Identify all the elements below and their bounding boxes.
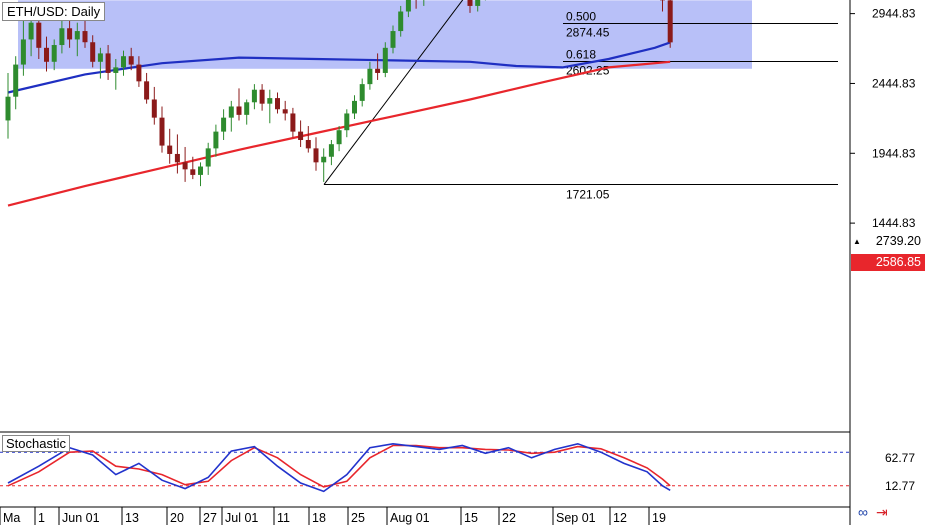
y-tick-label: 2444.83 [872,76,916,90]
candle-body [174,153,180,163]
candle-body [328,144,334,157]
ma-fast-line [7,41,671,94]
stoch-d-line [7,444,671,488]
candle-body [390,31,396,48]
x-tick-label: 19 [652,511,666,525]
ma-price-badge: 2586.85 [851,254,925,271]
candle-body [5,96,11,121]
x-tick-label: Ma [3,511,20,525]
candle-body [405,0,411,12]
candle-body [398,11,404,32]
candle-body [105,53,111,73]
fib-trend-line [323,0,464,185]
candle-body [28,22,34,40]
x-tick-label: 18 [312,511,326,525]
y-tick-label: 1944.83 [872,146,916,160]
candle-body [344,113,350,131]
candle-body [467,0,473,6]
candle-body [236,106,242,115]
fib-ratio-label: 0.618 [566,47,596,61]
x-tick-label: 15 [464,511,478,525]
main-plot-area [0,0,850,432]
candle-body [221,117,227,132]
candle-body [305,139,311,149]
candle-body [298,131,304,140]
candle-body [275,98,280,110]
candle-body [282,109,288,114]
corner-controls: ∞ ⇥ [858,504,896,521]
candle-body [36,22,42,48]
x-tick-label: Jun 01 [62,511,100,525]
candle-body [251,89,257,103]
candle-body [475,0,481,6]
y-tick-label: 1444.83 [872,216,916,230]
fib-value-label: 1721.05 [566,188,610,202]
candle-body [151,99,157,118]
candle-body [182,162,188,170]
x-tick-label: Aug 01 [390,511,430,525]
candle-body [352,100,357,114]
x-tick-label: 20 [170,511,184,525]
current-price-badge: 2739.20 [851,233,925,250]
candle-body [51,45,57,62]
candle-body [67,28,73,40]
x-tick-label: 25 [351,511,365,525]
fib-ratio-label: 0.500 [566,9,596,23]
candle-body [136,64,142,82]
stoch-tick-label: 12.77 [885,479,915,493]
candle-body [205,148,211,167]
candle-body [382,47,388,73]
x-tick-label: 11 [277,511,290,525]
candle-body [321,156,327,163]
candle-body [44,47,49,62]
scroll-to-end-icon[interactable]: ⇥ [875,504,888,520]
candle-body [313,148,319,163]
chart-title: ETH/USD: Daily [2,2,106,21]
candle-body [159,117,165,146]
x-tick-label: 13 [125,511,139,525]
candle-body [198,166,203,175]
fib-value-label: 2874.45 [566,25,610,39]
x-tick-label: 27 [203,511,217,525]
candle-body [259,89,265,104]
candle-body [97,53,103,62]
ma-slow-line [7,60,671,207]
x-tick-label: Jul 01 [225,511,258,525]
candle-body [144,81,150,100]
candle-body [359,84,365,101]
stoch-tick-label: 62.77 [885,451,915,465]
x-tick-label: 22 [502,511,516,525]
candle-body [667,0,673,43]
candle-body [375,68,381,73]
x-tick-label: 12 [613,511,627,525]
link-icon[interactable]: ∞ [858,504,868,520]
candle-body [82,31,88,43]
candle-body [228,106,234,118]
candle-body [267,98,273,104]
candle-body [128,56,134,65]
candle-body [59,28,65,46]
candle-body [121,56,126,68]
candle-body [190,169,196,175]
y-tick-label: 2944.83 [872,7,916,21]
candle-body [213,131,219,149]
x-tick-label: 1 [38,511,45,525]
candle-body [90,42,96,62]
candle-body [336,130,342,145]
candle-body [113,67,119,73]
candle-body [13,64,19,97]
fib-value-label: 3145.65 [566,0,610,2]
x-tick-label: Sep 01 [556,511,596,525]
candle-body [74,31,80,40]
candle-body [290,113,296,132]
stochastic-title: Stochastic [2,435,70,452]
candle-body [244,102,250,115]
stoch-k-line [7,442,671,493]
candle-body [367,68,373,85]
candle-body [167,145,173,154]
candle-body [20,39,26,65]
